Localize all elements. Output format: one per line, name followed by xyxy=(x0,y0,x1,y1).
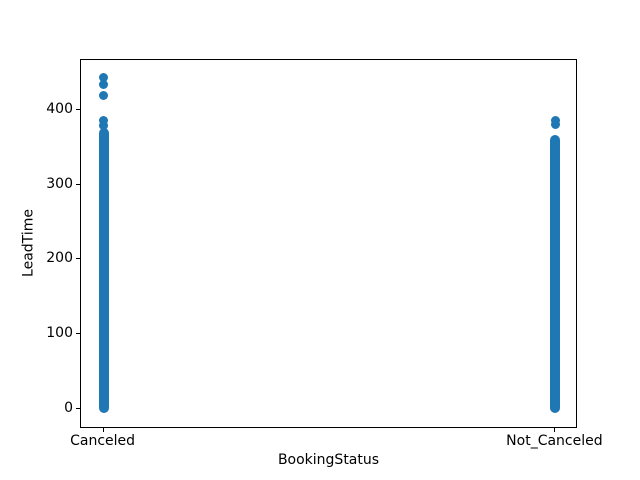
y-tick-mark xyxy=(76,258,80,260)
x-axis-label: BookingStatus xyxy=(277,452,380,468)
data-strip-not_canceled xyxy=(550,134,561,414)
data-point xyxy=(99,90,109,100)
data-point xyxy=(99,121,109,131)
y-tick-label: 0 xyxy=(64,399,73,416)
y-tick-mark xyxy=(76,333,80,335)
y-tick-mark xyxy=(76,183,80,185)
y-tick-label: 300 xyxy=(46,175,73,192)
x-tick-label: Canceled xyxy=(70,433,136,449)
plot-area xyxy=(80,59,577,428)
x-tick-mark xyxy=(102,428,104,432)
y-tick-mark xyxy=(76,109,80,111)
data-point xyxy=(99,80,109,90)
data-point xyxy=(99,116,109,125)
data-point xyxy=(550,116,560,125)
y-tick-label: 100 xyxy=(46,325,73,342)
y-tick-mark xyxy=(76,407,80,409)
x-tick-mark xyxy=(554,428,556,432)
data-strip-canceled xyxy=(98,127,109,414)
x-tick-label: Not_Canceled xyxy=(506,433,603,449)
y-axis-label: LeadTime xyxy=(20,209,37,277)
y-tick-label: 400 xyxy=(46,101,73,118)
data-point xyxy=(99,73,109,83)
y-tick-label: 200 xyxy=(46,250,73,267)
